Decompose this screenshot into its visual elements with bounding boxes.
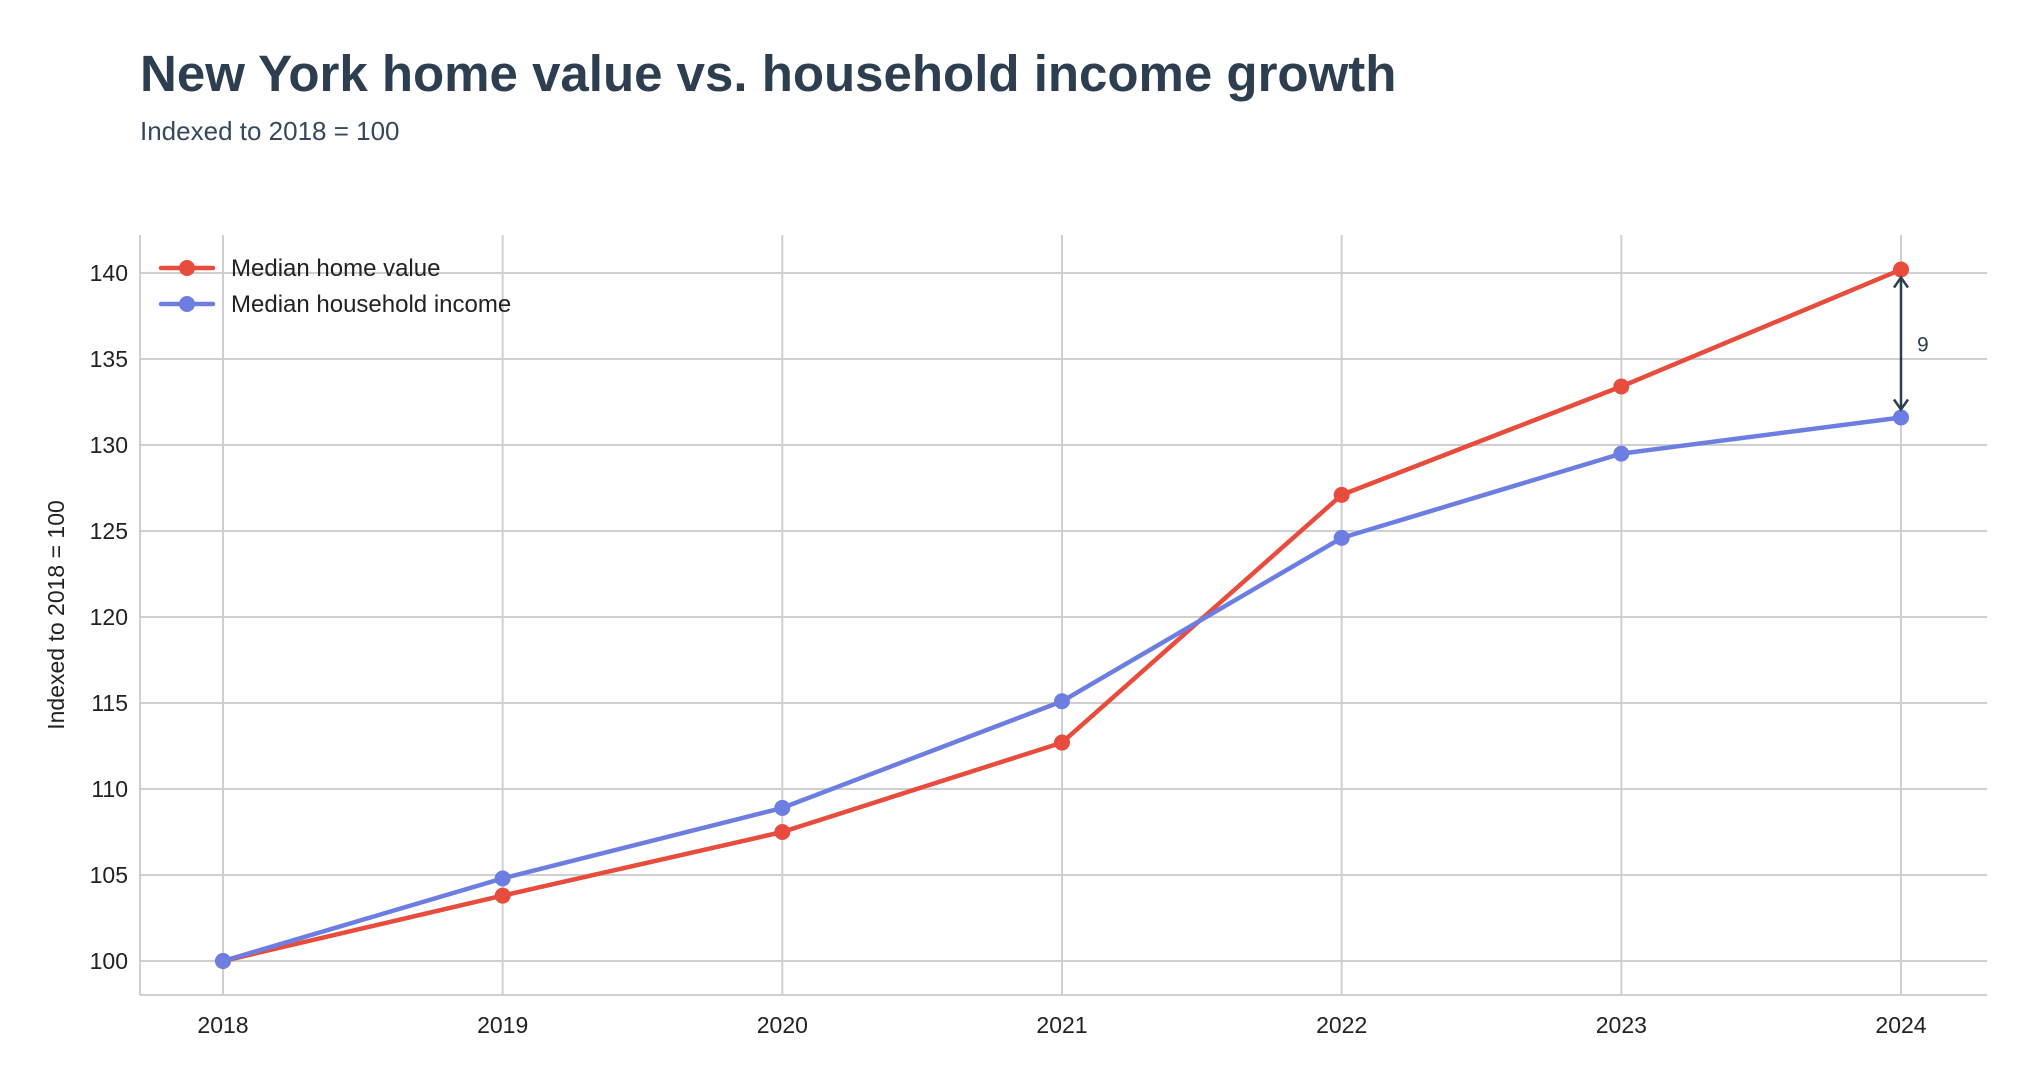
x-tick-label: 2020 bbox=[757, 1012, 808, 1038]
y-tick-label: 115 bbox=[91, 690, 128, 716]
data-point bbox=[1054, 693, 1070, 710]
chart-title: New York home value vs. household income… bbox=[140, 45, 1396, 102]
y-tick-label: 105 bbox=[90, 862, 128, 888]
axes bbox=[139, 235, 1987, 996]
data-point bbox=[1333, 486, 1350, 503]
data-point bbox=[1613, 445, 1630, 462]
data-point bbox=[774, 824, 791, 840]
x-tick-label: 2019 bbox=[477, 1012, 528, 1038]
data-point bbox=[1893, 409, 1909, 426]
legend-item: Median household income bbox=[158, 291, 511, 318]
data-point bbox=[494, 887, 511, 904]
x-tick-label: 2021 bbox=[1036, 1012, 1087, 1038]
series-0 bbox=[215, 261, 1909, 969]
legend-item: Median home value bbox=[158, 255, 440, 282]
y-tick-label: 125 bbox=[90, 518, 128, 544]
x-tick-label: 2023 bbox=[1596, 1012, 1647, 1038]
y-tick-label: 135 bbox=[90, 346, 128, 372]
gap-arrow-head-up bbox=[1892, 275, 1910, 289]
y-tick-label: 130 bbox=[90, 432, 128, 458]
gap-annotation: 9 bbox=[1892, 275, 1929, 412]
y-tick-label: 120 bbox=[90, 604, 128, 630]
legend-label: Median home value bbox=[231, 255, 440, 282]
y-tick-label: 100 bbox=[90, 948, 128, 974]
legend: Median home value Median household income bbox=[158, 255, 511, 318]
y-tick-labels: 100 105 110 115 120 125 130 135 140 bbox=[90, 260, 128, 974]
data-point bbox=[1333, 529, 1350, 546]
series-1 bbox=[215, 409, 1909, 969]
legend-marker bbox=[179, 296, 195, 312]
y-tick-label: 140 bbox=[90, 260, 128, 286]
y-tick-label: 110 bbox=[91, 776, 128, 802]
y-axis-title: Indexed to 2018 = 100 bbox=[43, 500, 69, 730]
gap-label: 9 bbox=[1917, 334, 1929, 357]
series bbox=[215, 261, 1909, 969]
chart-subtitle: Indexed to 2018 = 100 bbox=[140, 116, 400, 146]
annotations: 9 bbox=[1892, 275, 1929, 412]
x-tick-labels: 2018 2019 2020 2021 2022 2023 2024 bbox=[197, 1012, 1926, 1038]
data-point bbox=[774, 799, 791, 816]
data-point bbox=[494, 870, 511, 887]
data-point bbox=[1893, 261, 1909, 278]
grid bbox=[140, 235, 1987, 995]
data-point bbox=[1054, 734, 1070, 751]
gap-arrow-head-down bbox=[1892, 398, 1910, 412]
x-tick-label: 2018 bbox=[197, 1012, 248, 1038]
legend-marker bbox=[179, 260, 195, 276]
x-tick-label: 2024 bbox=[1875, 1012, 1926, 1038]
legend-label: Median household income bbox=[231, 291, 511, 318]
data-point bbox=[1613, 378, 1630, 395]
x-tick-label: 2022 bbox=[1316, 1012, 1367, 1038]
data-point bbox=[215, 953, 231, 969]
